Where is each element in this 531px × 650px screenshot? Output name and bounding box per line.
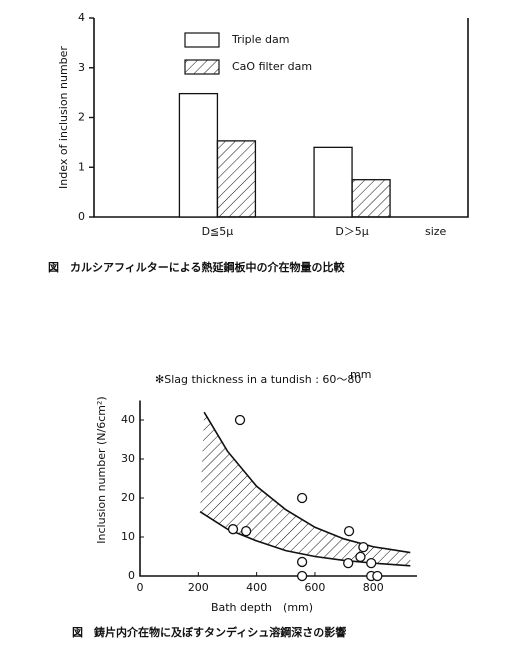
data-point — [296, 492, 308, 504]
data-point — [343, 557, 354, 569]
data-point — [358, 541, 369, 553]
annotation: ✻Slag thickness in a tundish : 60～80 — [155, 373, 361, 386]
bar — [178, 92, 219, 218]
y-tick-label: 0 — [78, 210, 85, 223]
bar — [216, 140, 257, 218]
data-point — [234, 414, 246, 426]
x-tick-label: 600 — [304, 581, 325, 594]
data-point — [296, 556, 308, 568]
y-axis-label: Inclusion number (N/6cm²) — [95, 396, 108, 543]
legend-swatch — [184, 32, 220, 48]
band-boundary — [203, 411, 411, 554]
y-tick-label: 0 — [128, 569, 135, 582]
y-tick-label: 40 — [121, 413, 135, 426]
x-tick-label: 800 — [363, 581, 384, 594]
y-tick-label: 4 — [78, 11, 85, 24]
data-point — [343, 526, 355, 537]
x-axis-label: size — [425, 225, 447, 238]
band-fill — [200, 412, 411, 566]
y-axis-label: Index of inclusion number — [57, 46, 70, 189]
y-tick-label: 30 — [121, 452, 135, 465]
legend-swatch — [184, 59, 220, 75]
x-tick-label: D＞5μ — [335, 225, 368, 238]
legend-label: Triple dam — [231, 33, 289, 46]
x-axis-label: Bath depth (mm) — [211, 601, 313, 614]
data-point — [227, 524, 239, 535]
legend-label: CaO filter dam — [232, 60, 312, 73]
data-point — [372, 570, 383, 582]
x-tick-label: 400 — [246, 581, 267, 594]
y-tick-label: 2 — [78, 111, 85, 124]
y-tick-label: 1 — [78, 160, 85, 173]
bar — [351, 179, 391, 218]
data-point — [355, 551, 366, 563]
annotation-unit: mm — [350, 368, 371, 381]
x-tick-label: 200 — [188, 581, 209, 594]
bar — [313, 146, 353, 218]
y-tick-label: 20 — [121, 491, 135, 504]
axis-frame — [93, 18, 469, 218]
caption: 図 鋳片内介在物に及ぼすタンディシュ溶鋼深さの影響 — [72, 625, 346, 639]
data-point — [240, 526, 252, 537]
data-point — [366, 557, 377, 569]
x-tick-label: 0 — [137, 581, 144, 594]
data-point — [296, 570, 308, 582]
y-tick-label: 3 — [78, 61, 85, 74]
y-tick-label: 10 — [121, 530, 135, 543]
x-tick-label: D≦5μ — [202, 225, 234, 238]
caption: 図 カルシアフィルターによる熱延鋼板中の介在物量の比較 — [48, 260, 345, 274]
